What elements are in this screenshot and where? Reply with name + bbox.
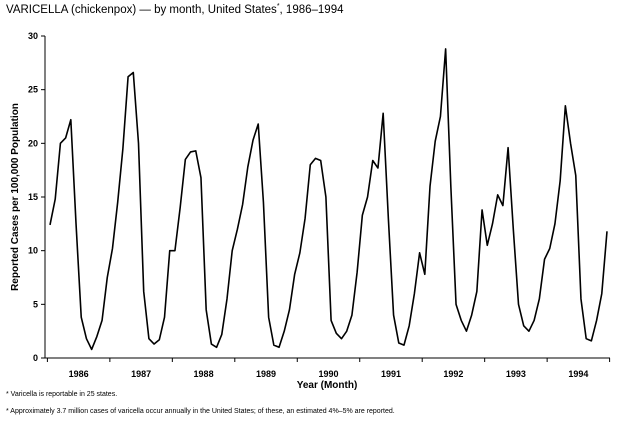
x-tick-label-year: 1994 [568, 369, 588, 379]
y-tick-label: 30 [28, 31, 38, 41]
x-tick-label-year: 1989 [256, 369, 276, 379]
x-axis-title: Year (Month) [297, 380, 358, 391]
footnote-1: * Varicella is reportable in 25 states. [6, 391, 118, 398]
x-axis-ticks: 1986 1987 1988 1989 1990 1991 1992 1993 1994 [46, 358, 611, 379]
x-tick-label-year: 1986 [69, 369, 89, 379]
x-tick-label-year: 1990 [318, 369, 338, 379]
series-line [49, 48, 608, 351]
title-footnote-marker: * [276, 3, 280, 10]
x-tick-label-year: 1991 [381, 369, 401, 379]
y-tick-label: 0 [33, 353, 38, 363]
y-tick-label: 20 [28, 138, 38, 148]
y-tick-label: 10 [28, 246, 38, 256]
x-tick-label-year: 1992 [443, 369, 463, 379]
y-tick-label: 5 [33, 299, 38, 309]
x-tick-label-year: 1987 [131, 369, 151, 379]
y-axis-title: Reported Cases per 100,000 Population [10, 103, 21, 291]
y-tick-label: 25 [28, 85, 38, 95]
x-tick-label-year: 1988 [194, 369, 214, 379]
x-tick-label-year: 1993 [506, 369, 526, 379]
y-tick-label: 15 [28, 192, 38, 202]
y-axis-ticks: 0 5 10 15 20 25 30 [28, 31, 45, 363]
chart-title: VARICELLA (chickenpox) — by month, Unite… [6, 3, 344, 16]
footnote-2: * Approximately 3.7 million cases of var… [6, 408, 395, 415]
